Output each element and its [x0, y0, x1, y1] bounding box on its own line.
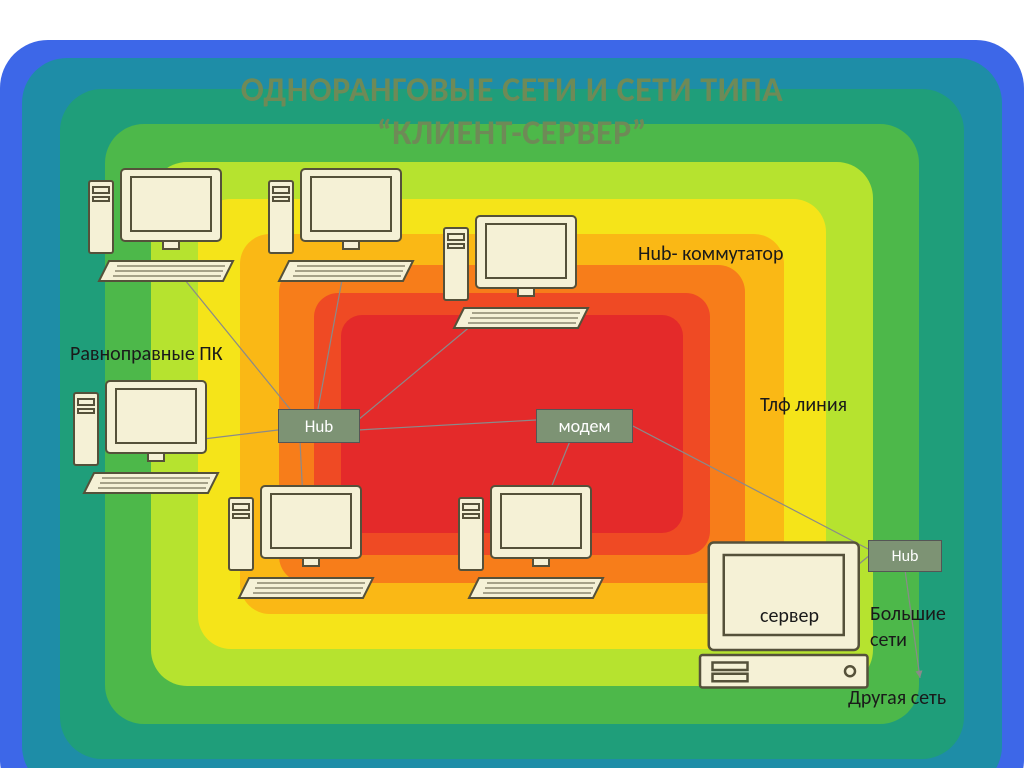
big-nets-label-2: сети [870, 628, 907, 652]
modem-box: модем [536, 409, 633, 443]
other-net-label: Другая сеть [848, 686, 946, 710]
computer-icon [265, 163, 415, 288]
peer-pcs-label: Равноправные ПК [70, 342, 223, 366]
hub-box-2: Hub [868, 540, 942, 572]
hub-commutator-label: Hub- коммутатор [638, 242, 784, 266]
computer-icon [455, 480, 605, 605]
server-label: сервер [760, 604, 819, 628]
phone-line-label: Тлф линия [760, 393, 847, 417]
hub-box-2-label: Hub [892, 547, 919, 566]
page-title: ОДНОРАНГОВЫЕ СЕТИ И СЕТИ ТИПА “КЛИЕНТ-СЕ… [0, 70, 1024, 155]
computer-icon [225, 480, 375, 605]
hub-box-1-label: Hub [305, 416, 333, 437]
title-line1: ОДНОРАНГОВЫЕ СЕТИ И СЕТИ ТИПА [241, 70, 784, 111]
computer-icon [85, 163, 235, 288]
hub-box-1: Hub [278, 409, 360, 443]
slide: ОДНОРАНГОВЫЕ СЕТИ И СЕТИ ТИПА “КЛИЕНТ-СЕ… [0, 0, 1024, 768]
computer-icon [440, 210, 590, 335]
modem-box-label: модем [558, 415, 610, 437]
computer-icon [70, 375, 220, 500]
title-line2: “КЛИЕНТ-СЕРВЕР” [377, 113, 647, 154]
big-nets-label-1: Большие [870, 602, 946, 626]
